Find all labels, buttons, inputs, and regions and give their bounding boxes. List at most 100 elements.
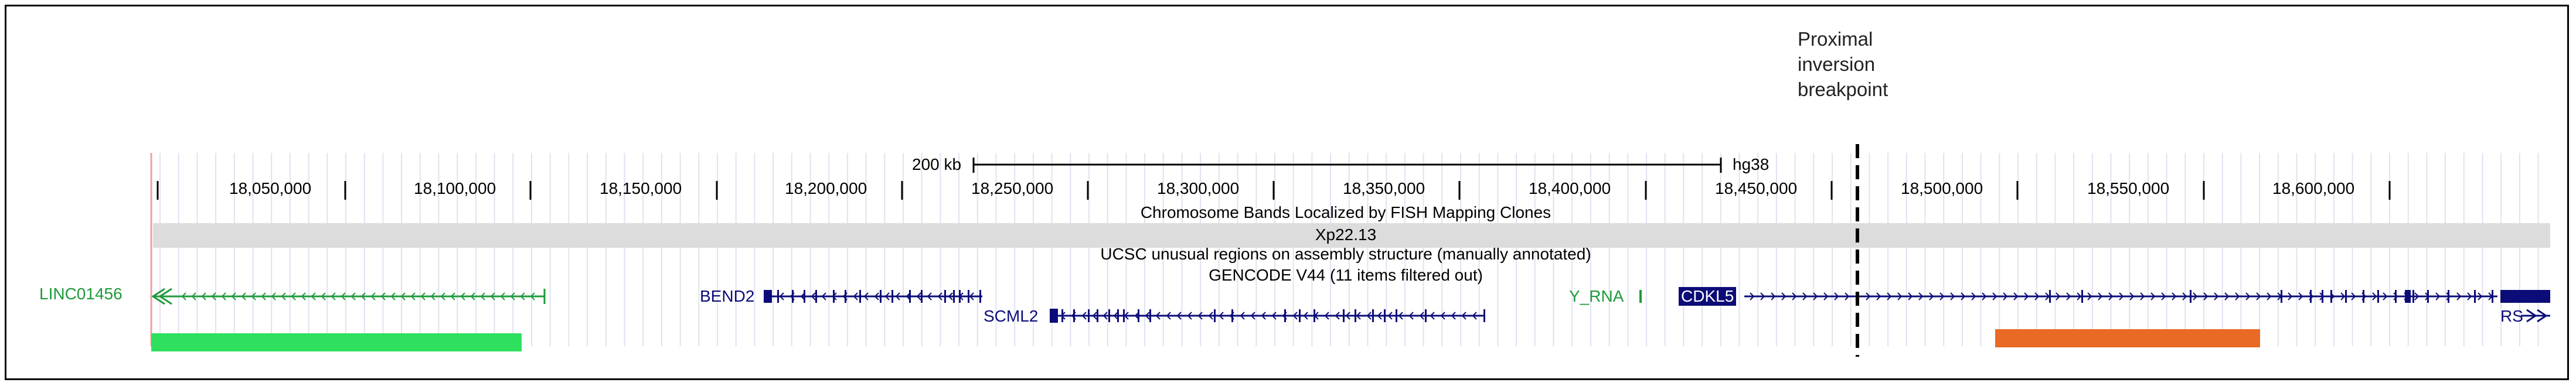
strand-chevron — [2245, 292, 2251, 300]
strand-chevron — [301, 292, 306, 300]
ruler-ticks — [156, 181, 2391, 200]
unusual-track-title: UCSC unusual regions on assembly structu… — [1100, 245, 1591, 263]
gene-label-linc01456: LINC01456 — [39, 285, 122, 303]
strand-chevron — [927, 292, 932, 300]
strand-chevron — [1071, 312, 1076, 320]
strand-chevron — [811, 292, 816, 300]
gene-cdkl5 — [1744, 290, 2497, 303]
strand-chevron — [2024, 292, 2029, 300]
strand-chevron — [460, 292, 465, 300]
strand-chevron — [1335, 312, 1340, 320]
strand-chevron — [1887, 292, 1892, 300]
strand-chevron — [1440, 312, 1445, 320]
strand-chevron — [821, 292, 826, 300]
exon — [1425, 309, 1427, 322]
fish-band-bar — [153, 223, 2550, 248]
exon — [1284, 309, 1286, 322]
exon — [804, 290, 805, 303]
strand-chevron — [291, 292, 296, 300]
gene-linc01456 — [151, 288, 546, 305]
exon — [1073, 309, 1075, 322]
strand-chevron — [1113, 312, 1118, 320]
exon — [2474, 290, 2476, 303]
strand-chevron — [1229, 312, 1234, 320]
strand-chevron — [2077, 292, 2082, 300]
strand-chevron — [2235, 292, 2240, 300]
strand-chevron — [2108, 292, 2114, 300]
fish-track-title: Chromosome Bands Localized by FISH Mappi… — [1140, 203, 1551, 221]
strand-chevron — [906, 292, 911, 300]
exon — [2448, 290, 2449, 303]
strand-chevron — [341, 292, 346, 300]
strand-chevron — [2414, 292, 2420, 300]
exon — [891, 290, 893, 303]
green-region-bar — [151, 333, 522, 351]
position-label: 18,250,000 — [971, 179, 1054, 197]
strand-chevron — [2330, 292, 2335, 300]
exon — [909, 290, 911, 303]
strand-chevron — [1813, 292, 1818, 300]
strand-chevron — [2182, 292, 2187, 300]
exon — [1343, 309, 1345, 322]
exon — [2322, 290, 2323, 303]
strand-chevron — [800, 292, 805, 300]
exon — [1117, 309, 1119, 322]
strand-chevron — [510, 292, 515, 300]
strand-chevron — [1060, 312, 1066, 320]
strand-chevron — [181, 292, 186, 300]
strand-chevron — [2478, 292, 2483, 300]
strand-chevron — [390, 292, 396, 300]
strand-chevron — [1992, 292, 1997, 300]
exon — [2330, 290, 2332, 303]
position-label: 18,550,000 — [2087, 179, 2170, 197]
strand-chevron — [2446, 292, 2451, 300]
strand-chevron — [1918, 292, 1924, 300]
exon — [880, 290, 882, 303]
position-label: 18,450,000 — [1715, 179, 1798, 197]
annotation-line-2: inversion — [1798, 53, 1876, 75]
scale-label: 200 kb — [912, 155, 962, 173]
exon — [1355, 309, 1356, 322]
exon — [2395, 290, 2397, 303]
strand-chevron — [1750, 292, 1755, 300]
strand-chevron — [2277, 292, 2282, 300]
strand-chevron — [231, 292, 236, 300]
strand-chevron — [1124, 312, 1129, 320]
strand-chevron — [2150, 292, 2156, 300]
assembly-label: hg38 — [1733, 155, 1769, 173]
exon — [777, 290, 779, 303]
strand-chevron — [1760, 292, 1765, 300]
strand-chevron — [241, 292, 246, 300]
exon — [2377, 290, 2379, 303]
strand-chevron — [311, 292, 316, 300]
strand-chevron — [2013, 292, 2019, 300]
exon — [968, 290, 969, 303]
strand-chevron — [2119, 292, 2124, 300]
exon — [815, 290, 817, 303]
strand-chevron — [400, 292, 406, 300]
strand-chevron — [2467, 292, 2472, 300]
strand-chevron — [948, 292, 953, 300]
strand-chevron — [1929, 292, 1934, 300]
strand-chevron — [1102, 312, 1108, 320]
gene-rs — [2500, 290, 2550, 323]
position-label: 18,600,000 — [2272, 179, 2355, 197]
strand-chevron — [2003, 292, 2008, 300]
exon — [953, 290, 955, 303]
strand-chevron — [1303, 312, 1308, 320]
strand-chevron — [2203, 292, 2209, 300]
exon — [1149, 309, 1151, 322]
strand-chevron — [1802, 292, 1808, 300]
position-label: 18,050,000 — [229, 179, 312, 197]
strand-chevron — [1166, 312, 1171, 320]
strand-chevron — [2425, 292, 2430, 300]
position-label: 18,400,000 — [1529, 179, 1611, 197]
strand-chevron — [1197, 312, 1203, 320]
strand-chevron — [191, 292, 196, 300]
band-label: Xp22.13 — [1315, 226, 1377, 244]
strand-chevron — [1408, 312, 1414, 320]
strand-chevron — [1398, 312, 1403, 320]
strand-chevron — [2361, 292, 2367, 300]
strand-chevron — [874, 292, 879, 300]
strand-chevron — [1134, 312, 1139, 320]
